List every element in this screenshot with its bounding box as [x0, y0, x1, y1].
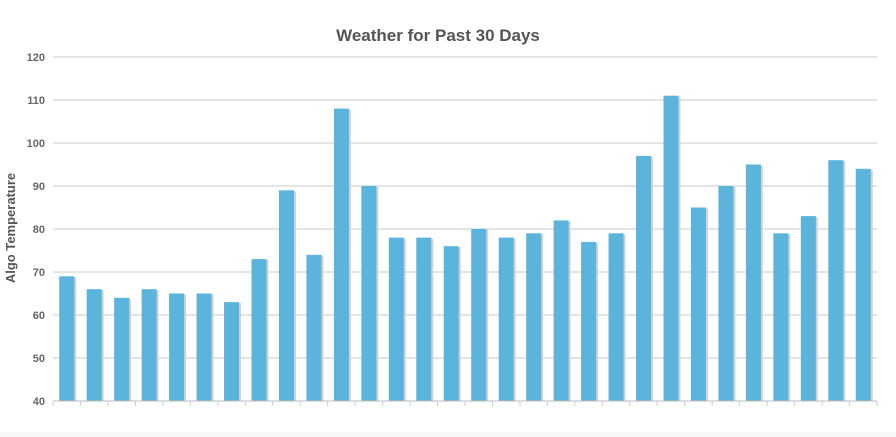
y-tick-label: 120	[27, 52, 45, 64]
bar[interactable]	[636, 155, 652, 401]
bar[interactable]	[718, 186, 734, 401]
bar[interactable]	[773, 233, 789, 401]
bar[interactable]	[745, 164, 761, 402]
y-tick-label: 80	[33, 224, 45, 236]
y-tick-label: 90	[33, 181, 45, 193]
bar[interactable]	[86, 289, 102, 401]
y-tick-label: 60	[33, 310, 45, 322]
bar[interactable]	[278, 190, 294, 401]
bar[interactable]	[141, 289, 157, 401]
bar[interactable]	[224, 302, 240, 401]
bar[interactable]	[498, 237, 514, 401]
y-tick-label: 50	[33, 353, 45, 365]
gridlines	[53, 56, 877, 359]
bar[interactable]	[361, 186, 377, 401]
bar[interactable]	[855, 168, 871, 401]
y-tick-label: 40	[33, 396, 45, 408]
bar[interactable]	[333, 108, 349, 401]
y-axis-ticks: 40 50 60 70 80 90 100 110 120	[27, 52, 45, 408]
chart-title: Weather for Past 30 Days	[336, 26, 540, 45]
bar[interactable]	[416, 237, 432, 401]
y-tick-label: 100	[27, 138, 45, 150]
y-tick-label: 70	[33, 267, 45, 279]
bar[interactable]	[663, 95, 679, 401]
bar[interactable]	[59, 276, 75, 401]
bar[interactable]	[471, 229, 487, 401]
bar[interactable]	[196, 293, 212, 402]
bottom-band	[0, 432, 896, 437]
bar[interactable]	[306, 254, 322, 401]
y-axis-label: Algo Temperature	[3, 173, 18, 283]
bars	[59, 95, 873, 402]
bar[interactable]	[443, 246, 459, 401]
bar[interactable]	[608, 233, 624, 401]
x-axis-ticks	[52, 401, 878, 406]
bar[interactable]	[800, 216, 816, 401]
y-tick-label: 110	[27, 95, 45, 107]
bar[interactable]	[251, 259, 267, 401]
bar[interactable]	[553, 220, 569, 401]
bar[interactable]	[828, 160, 844, 401]
bar[interactable]	[388, 237, 404, 401]
bar[interactable]	[114, 297, 130, 401]
bar[interactable]	[526, 233, 542, 401]
bar[interactable]	[690, 207, 706, 402]
bar[interactable]	[581, 241, 597, 401]
bar[interactable]	[169, 293, 185, 402]
